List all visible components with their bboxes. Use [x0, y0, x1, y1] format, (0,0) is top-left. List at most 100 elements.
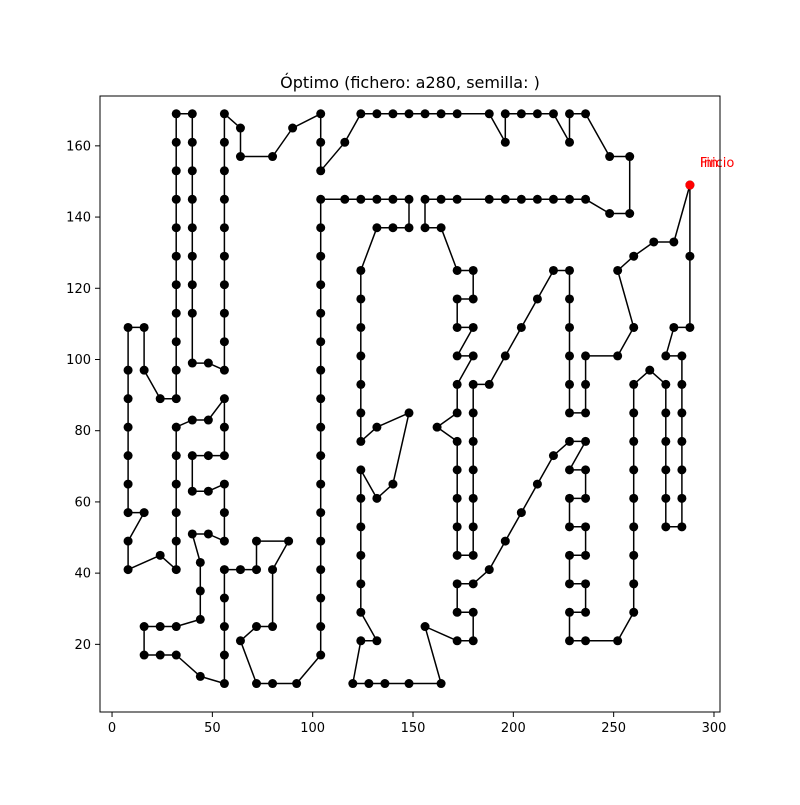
route-point — [565, 465, 575, 475]
route-point — [452, 493, 462, 503]
route-point — [219, 679, 229, 689]
route-point — [356, 294, 366, 304]
route-point — [565, 522, 575, 532]
route-point — [581, 522, 591, 532]
route-point — [452, 636, 462, 646]
route-point — [468, 322, 478, 332]
route-point — [356, 522, 366, 532]
route-point — [268, 565, 278, 575]
route-point — [316, 109, 326, 119]
route-point — [123, 536, 133, 546]
route-point — [123, 508, 133, 518]
route-point — [629, 550, 639, 560]
route-point — [356, 579, 366, 589]
route-point — [195, 671, 205, 681]
route-point — [187, 223, 197, 233]
route-point — [677, 522, 687, 532]
route-point — [484, 565, 494, 575]
route-point — [219, 451, 229, 461]
route-point — [565, 607, 575, 617]
annotation-label: Fin — [700, 156, 718, 171]
start-marker — [685, 180, 695, 190]
route-point — [284, 536, 294, 546]
route-point — [452, 322, 462, 332]
route-point — [565, 109, 575, 119]
route-point — [171, 536, 181, 546]
x-tick-label: 100 — [300, 721, 325, 736]
route-point — [468, 579, 478, 589]
route-point — [629, 522, 639, 532]
route-point — [252, 565, 262, 575]
y-tick-label: 100 — [66, 353, 91, 368]
route-point — [404, 408, 414, 418]
route-point — [468, 465, 478, 475]
route-point — [516, 508, 526, 518]
route-point — [404, 223, 414, 233]
route-point — [685, 322, 695, 332]
route-point — [316, 337, 326, 347]
route-point — [500, 351, 510, 361]
route-point — [235, 152, 245, 162]
route-point — [581, 465, 591, 475]
route-point — [468, 379, 478, 389]
route-point — [420, 223, 430, 233]
route-point — [404, 194, 414, 204]
route-point — [235, 565, 245, 575]
route-point — [219, 508, 229, 518]
route-point — [219, 565, 229, 575]
route-point — [629, 465, 639, 475]
route-point — [468, 294, 478, 304]
route-point — [629, 322, 639, 332]
route-point — [420, 194, 430, 204]
route-point — [356, 607, 366, 617]
route-point — [219, 223, 229, 233]
route-point — [171, 308, 181, 318]
route-point — [581, 579, 591, 589]
route-point — [685, 251, 695, 261]
route-point — [581, 636, 591, 646]
route-point — [669, 322, 679, 332]
route-point — [677, 351, 687, 361]
route-point — [468, 265, 478, 275]
route-point — [548, 109, 558, 119]
route-point — [219, 593, 229, 603]
route-point — [500, 109, 510, 119]
route-point — [219, 479, 229, 489]
route-point — [388, 109, 398, 119]
route-point — [581, 351, 591, 361]
route-point — [565, 322, 575, 332]
route-point — [316, 565, 326, 575]
route-point — [581, 493, 591, 503]
route-point — [677, 436, 687, 446]
route-point — [565, 408, 575, 418]
route-point — [468, 636, 478, 646]
route-point — [388, 479, 398, 489]
route-point — [187, 486, 197, 496]
route-point — [252, 679, 262, 689]
route-point — [468, 408, 478, 418]
route-point — [316, 280, 326, 290]
route-point — [155, 650, 165, 660]
route-point — [468, 436, 478, 446]
route-point — [420, 109, 430, 119]
route-point — [139, 508, 149, 518]
route-point — [219, 536, 229, 546]
route-point — [629, 436, 639, 446]
route-point — [388, 194, 398, 204]
route-point — [452, 265, 462, 275]
route-point — [316, 223, 326, 233]
route-point — [316, 508, 326, 518]
route-point — [565, 579, 575, 589]
route-point — [187, 109, 197, 119]
route-point — [316, 650, 326, 660]
route-point — [613, 265, 623, 275]
route-point — [452, 109, 462, 119]
x-tick-label: 250 — [601, 721, 626, 736]
route-point — [565, 265, 575, 275]
route-point — [532, 294, 542, 304]
route-point — [171, 223, 181, 233]
route-point — [436, 109, 446, 119]
route-point — [356, 351, 366, 361]
